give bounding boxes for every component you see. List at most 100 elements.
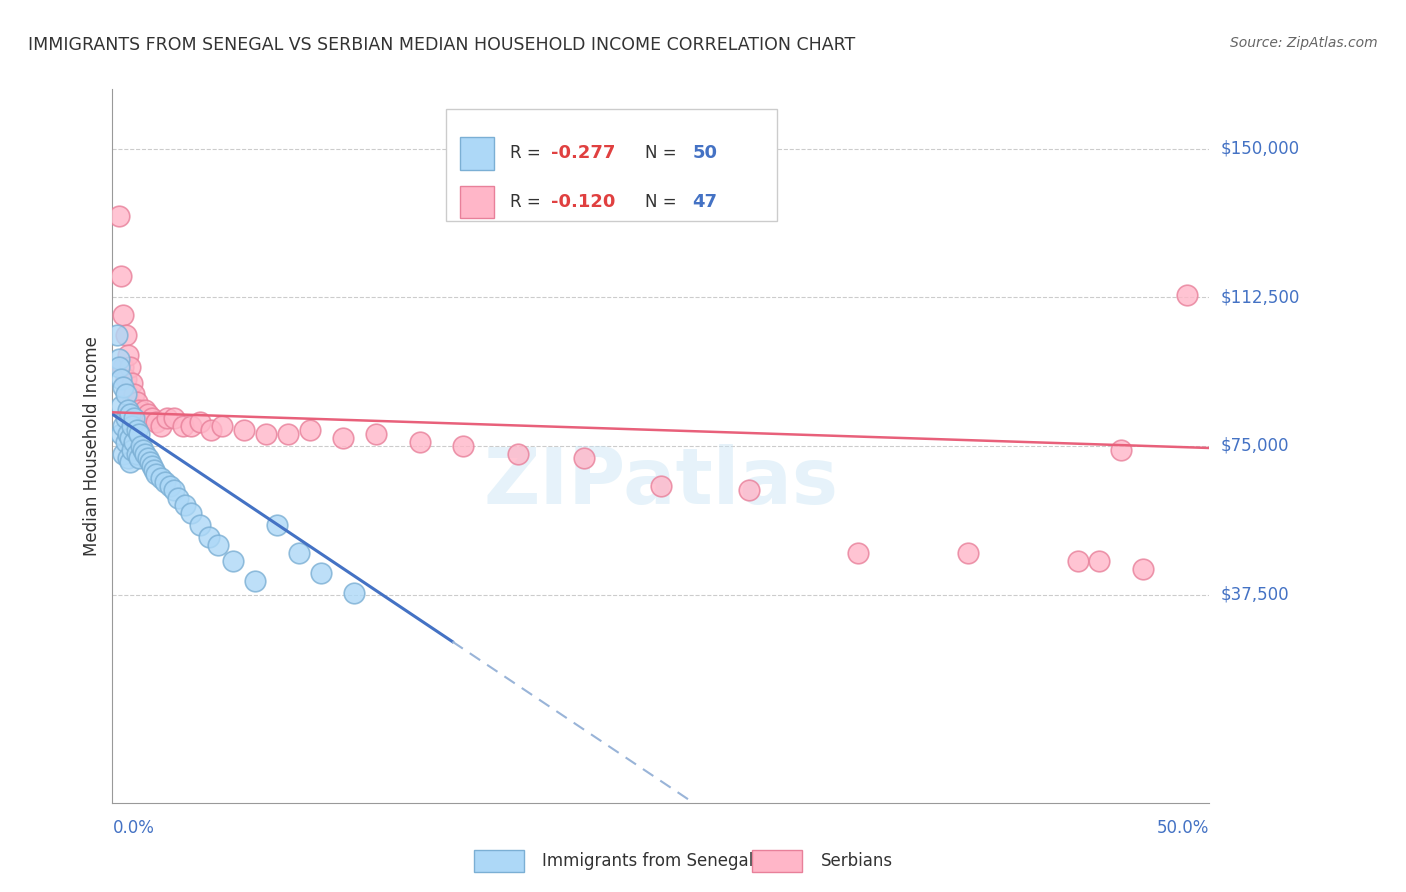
Point	[128, 450, 150, 465]
Point	[188, 518, 211, 533]
Point	[114, 328, 136, 343]
Point	[1175, 288, 1198, 302]
Text: R =: R =	[510, 145, 547, 162]
Point	[118, 407, 141, 421]
Point	[114, 371, 136, 385]
Point	[117, 450, 139, 465]
FancyBboxPatch shape	[446, 110, 778, 220]
Point	[110, 268, 132, 283]
Point	[134, 447, 156, 461]
Point	[145, 467, 167, 481]
Point	[141, 411, 163, 425]
Point	[121, 419, 143, 434]
Point	[125, 447, 148, 461]
Point	[1111, 442, 1133, 457]
Point	[180, 507, 202, 521]
Point	[143, 463, 166, 477]
Point	[118, 455, 141, 469]
Point	[125, 423, 148, 437]
Point	[112, 419, 135, 434]
Point	[172, 419, 194, 434]
Text: -0.120: -0.120	[551, 194, 616, 211]
Point	[110, 400, 132, 414]
Bar	[752, 849, 801, 872]
Point	[167, 491, 190, 505]
Point	[198, 530, 221, 544]
Point	[1066, 554, 1088, 568]
Point	[737, 483, 759, 497]
Point	[266, 518, 288, 533]
Point	[108, 359, 131, 374]
Point	[129, 411, 152, 425]
Point	[277, 427, 299, 442]
Text: Immigrants from Senegal: Immigrants from Senegal	[543, 852, 754, 870]
Text: $37,500: $37,500	[1220, 586, 1289, 604]
Point	[149, 471, 172, 485]
Point	[112, 359, 135, 374]
Point	[288, 546, 311, 560]
Point	[118, 359, 141, 374]
Point	[364, 427, 387, 442]
Text: 50.0%: 50.0%	[1157, 819, 1209, 837]
Text: N =: N =	[645, 145, 682, 162]
Point	[254, 427, 277, 442]
Point	[114, 435, 136, 450]
Bar	[460, 137, 494, 169]
Point	[134, 403, 156, 417]
Point	[332, 431, 354, 445]
Point	[343, 585, 366, 599]
Text: Serbians: Serbians	[821, 852, 893, 870]
Point	[200, 423, 222, 437]
Point	[112, 379, 135, 393]
Point	[105, 328, 128, 343]
Text: $150,000: $150,000	[1220, 140, 1299, 158]
Point	[956, 546, 979, 560]
Bar	[460, 186, 494, 219]
Point	[408, 435, 430, 450]
Point	[163, 483, 186, 497]
Text: $112,500: $112,500	[1220, 288, 1299, 306]
Point	[650, 478, 672, 492]
Point	[233, 423, 256, 437]
Point	[145, 415, 167, 429]
Point	[118, 431, 141, 445]
Point	[114, 411, 136, 425]
Text: ZIPatlas: ZIPatlas	[484, 443, 838, 520]
Text: R =: R =	[510, 194, 547, 211]
Point	[222, 554, 245, 568]
Point	[508, 447, 530, 461]
Point	[188, 415, 211, 429]
Point	[149, 419, 172, 434]
Point	[124, 411, 146, 425]
Point	[180, 419, 202, 434]
Point	[128, 427, 150, 442]
Point	[136, 450, 159, 465]
Point	[572, 450, 595, 465]
Point	[1132, 562, 1154, 576]
Point	[453, 439, 475, 453]
Point	[110, 371, 132, 385]
Point	[163, 411, 186, 425]
Point	[129, 439, 152, 453]
Point	[108, 209, 131, 223]
Point	[118, 400, 141, 414]
Point	[124, 435, 146, 450]
Text: -0.277: -0.277	[551, 145, 616, 162]
Point	[125, 395, 148, 409]
Text: N =: N =	[645, 194, 682, 211]
Point	[298, 423, 321, 437]
Point	[121, 376, 143, 390]
Point	[110, 427, 132, 442]
Point	[309, 566, 332, 580]
Point	[124, 387, 146, 401]
Point	[117, 427, 139, 442]
Point	[153, 475, 176, 489]
Point	[156, 411, 179, 425]
Text: 0.0%: 0.0%	[112, 819, 155, 837]
Point	[112, 447, 135, 461]
Point	[117, 348, 139, 362]
Text: 50: 50	[693, 145, 717, 162]
Point	[108, 351, 131, 366]
Text: 47: 47	[693, 194, 717, 211]
Text: Source: ZipAtlas.com: Source: ZipAtlas.com	[1230, 36, 1378, 50]
